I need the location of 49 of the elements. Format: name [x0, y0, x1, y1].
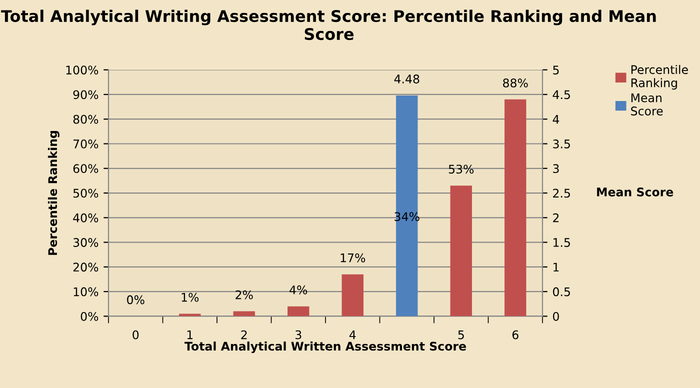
x-tick-label: 0: [132, 330, 139, 340]
y2-axis-title: Mean Score: [597, 188, 674, 196]
data-label: 88%: [503, 78, 528, 88]
y-axis-title: Percentile Ranking: [48, 131, 60, 255]
y-tick-label: 100%: [66, 66, 98, 74]
y-tick-label: 10%: [74, 287, 98, 296]
y2-tick-label: 4: [552, 114, 560, 124]
data-label: 17%: [340, 253, 366, 262]
x-tick-label: 5: [458, 330, 464, 340]
x-tick-label: 1: [187, 330, 193, 340]
bar: [342, 274, 364, 316]
bar: [233, 311, 255, 316]
y-tick-label: 50%: [73, 188, 98, 198]
data-label: 4.48: [394, 74, 420, 84]
x-tick-label: 2: [241, 330, 247, 340]
y-tick-label: 0%: [80, 312, 98, 321]
y-tick-label: 70%: [74, 139, 98, 148]
y-tick-label: 20%: [73, 262, 98, 272]
x-tick-label: 4: [349, 330, 356, 340]
y2-tick-label: 3.5: [553, 139, 570, 148]
data-label: 4%: [290, 285, 308, 294]
y2-tick-label: 4.5: [552, 90, 570, 100]
bar: [504, 99, 526, 316]
chart-title: Total Analytical Writing Assessment Score: Percentile Ranking and Mean Score: [1, 10, 656, 40]
data-label: 2%: [236, 290, 253, 300]
y-tick-label: 90%: [73, 90, 98, 100]
y2-tick-label: 5: [553, 66, 559, 74]
bar: [288, 306, 310, 316]
data-label: 1%: [182, 292, 199, 302]
bar: [450, 186, 472, 316]
y2-tick-label: 0.5: [553, 287, 570, 296]
data-label: 0%: [127, 295, 144, 304]
legend-label: Mean Score: [631, 93, 663, 116]
x-tick-label: 6: [512, 330, 518, 340]
x-axis-title: Total Analytical Written Assessment Score: [184, 342, 466, 354]
x-tick-label: 3: [296, 330, 302, 340]
annotation: 34%: [394, 212, 420, 222]
y2-tick-label: 0: [553, 312, 559, 321]
y2-tick-label: 1.5: [554, 238, 570, 247]
y-tick-label: 60%: [73, 164, 98, 174]
y-tick-label: 80%: [73, 114, 98, 124]
y2-tick-label: 1: [554, 262, 559, 272]
y-tick-label: 40%: [73, 213, 98, 222]
data-label: 53%: [448, 164, 474, 174]
y2-tick-label: 2.5: [553, 188, 570, 198]
y2-tick-label: 3: [553, 164, 559, 174]
y-tick-label: 30%: [73, 238, 98, 247]
y2-tick-label: 2: [553, 213, 559, 222]
legend-label: Percentile Ranking: [631, 64, 688, 90]
